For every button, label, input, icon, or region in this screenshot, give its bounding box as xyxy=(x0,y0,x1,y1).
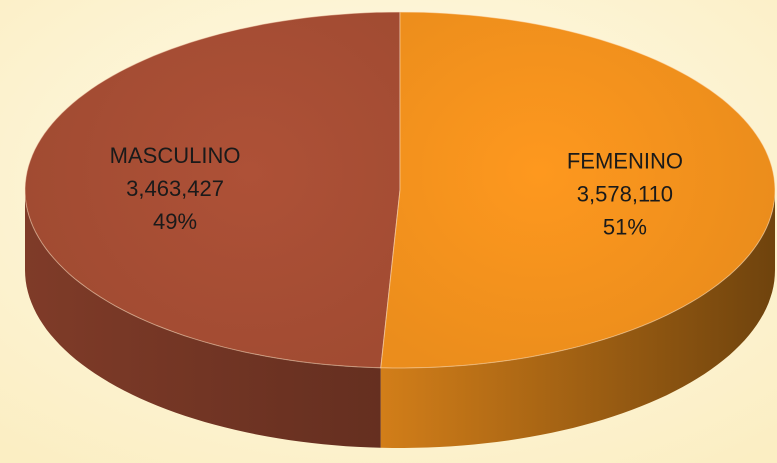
labels: MASCULINO 3,463,427 49% FEMENINO 3,578,110 51… xyxy=(110,143,683,239)
category-label: FEMENINO xyxy=(567,149,683,174)
percent-label: 51% xyxy=(603,215,647,240)
pie xyxy=(24,11,776,448)
percent-label: 49% xyxy=(153,209,197,234)
slice xyxy=(380,11,776,369)
value-label: 3,578,110 xyxy=(577,182,673,207)
slice-side xyxy=(380,190,775,448)
slice-side xyxy=(25,190,381,448)
category-label: MASCULINO xyxy=(110,143,241,168)
slice xyxy=(24,11,401,369)
value-label: 3,463,427 xyxy=(126,176,224,201)
